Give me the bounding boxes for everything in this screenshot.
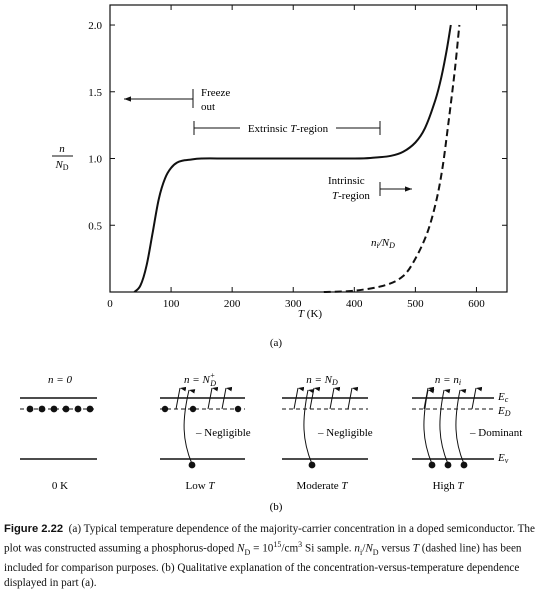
valence-electron-dot (460, 461, 468, 469)
series-line-n-nd (133, 24, 452, 293)
x-tick-label: 400 (346, 298, 363, 310)
y-axis-label: n ND (52, 143, 73, 172)
x-tick-label: 300 (285, 298, 302, 310)
panel-3-caption: Moderate T (296, 480, 348, 492)
extrinsic-label: Extrinsic T-region (248, 123, 329, 135)
panel-4-note: – Dominant (469, 427, 522, 439)
panel-4-title: n = ni (435, 374, 461, 387)
panel-0k: n = 0 0 K (20, 374, 97, 492)
y-tick-label: 1.5 (88, 87, 102, 99)
intrinsic-label-2: T-region (332, 190, 370, 202)
x-tick-label: 100 (163, 298, 180, 310)
valence-electron-dot (444, 461, 452, 469)
donor-dot (26, 405, 34, 413)
valence-excitation-arrow (303, 388, 315, 465)
ev-label: Ev (497, 452, 509, 465)
valence-excitation-arrow (455, 388, 467, 465)
x-tick-label: 600 (468, 298, 485, 310)
valence-electron-dot (308, 461, 316, 469)
ionization-arrow (221, 386, 233, 410)
ni-nd-label: ni/ND (371, 237, 395, 250)
x-tick-label: 0 (107, 298, 113, 310)
y-tick-label: 1.0 (88, 154, 102, 166)
band-diagrams: n = 0 0 K n = N+ D – Negligible Low T (20, 371, 522, 513)
valence-electron-dot (188, 461, 196, 469)
donor-dot (189, 405, 197, 413)
donor-dot (62, 405, 70, 413)
panel-3-note: – Negligible (317, 427, 373, 439)
subfig-label-a: (a) (270, 337, 283, 349)
donor-dot (38, 405, 46, 413)
ionization-arrow (347, 386, 359, 410)
series-line-ni-nd (323, 24, 461, 293)
valence-excitation-arrow (423, 388, 435, 465)
ionization-arrow (175, 386, 187, 410)
donor-dot (234, 405, 242, 413)
panel-low-t: n = N+ D – Negligible Low T (160, 371, 251, 492)
panel-high-t: n = ni – Dominant High T Ec ED Ev (412, 374, 522, 492)
panel-moderate-t: n = ND – Negligible Moderate T (282, 374, 373, 492)
subfig-label-b: (b) (270, 501, 283, 513)
temperature-dependence-chart: 0 100 200 300 400 500 600 0.5 1.0 1.5 2.0 n ND T … (52, 4, 508, 349)
panel-1-caption: 0 K (52, 480, 68, 492)
ionization-arrow (293, 386, 305, 410)
y-tick-label: 0.5 (88, 220, 102, 232)
panel-3-title: n = ND (306, 374, 338, 387)
ionization-arrow (207, 386, 219, 410)
ed-label: ED (497, 405, 511, 418)
y-ticks: 0.5 1.0 1.5 2.0 (88, 20, 507, 232)
ionization-arrow (329, 386, 341, 410)
x-tick-label: 500 (407, 298, 424, 310)
freeze-label-1: Freeze (201, 87, 230, 99)
donor-dot (50, 405, 58, 413)
donor-electrons-1 (26, 405, 94, 413)
panel-2-title: n = N+ D (184, 371, 216, 388)
intrinsic-label-1: Intrinsic (328, 175, 365, 187)
x-tick-label: 200 (224, 298, 241, 310)
y-label-numerator: n (59, 143, 65, 155)
y-tick-label: 2.0 (88, 20, 102, 32)
series-group (133, 24, 461, 293)
freeze-label-2: out (201, 101, 215, 113)
figure-caption-label: Figure 2.22 (4, 523, 64, 535)
panel-4-caption: High T (433, 480, 465, 492)
x-axis-label: T (K) (298, 308, 322, 320)
donor-dot (86, 405, 94, 413)
valence-electron-dot (428, 461, 436, 469)
donor-dot (161, 405, 169, 413)
ec-label: Ec (497, 391, 509, 404)
valence-excitation-arrow (439, 388, 451, 465)
donor-dot (74, 405, 82, 413)
panel-1-title: n = 0 (48, 374, 72, 386)
figure-caption: Figure 2.22 (a) Typical temperature depe… (4, 523, 535, 590)
panel-2-caption: Low T (185, 480, 215, 492)
ionization-arrow (471, 386, 483, 410)
plot-frame (109, 4, 508, 293)
panel-2-note: – Negligible (195, 427, 251, 439)
valence-excitation-arrow (183, 389, 196, 465)
figure: 0 100 200 300 400 500 600 0.5 1.0 1.5 2.0 n ND T … (20, 4, 522, 513)
y-label-denominator: ND (54, 159, 68, 172)
x-ticks: 0 100 200 300 400 500 600 (107, 5, 485, 310)
